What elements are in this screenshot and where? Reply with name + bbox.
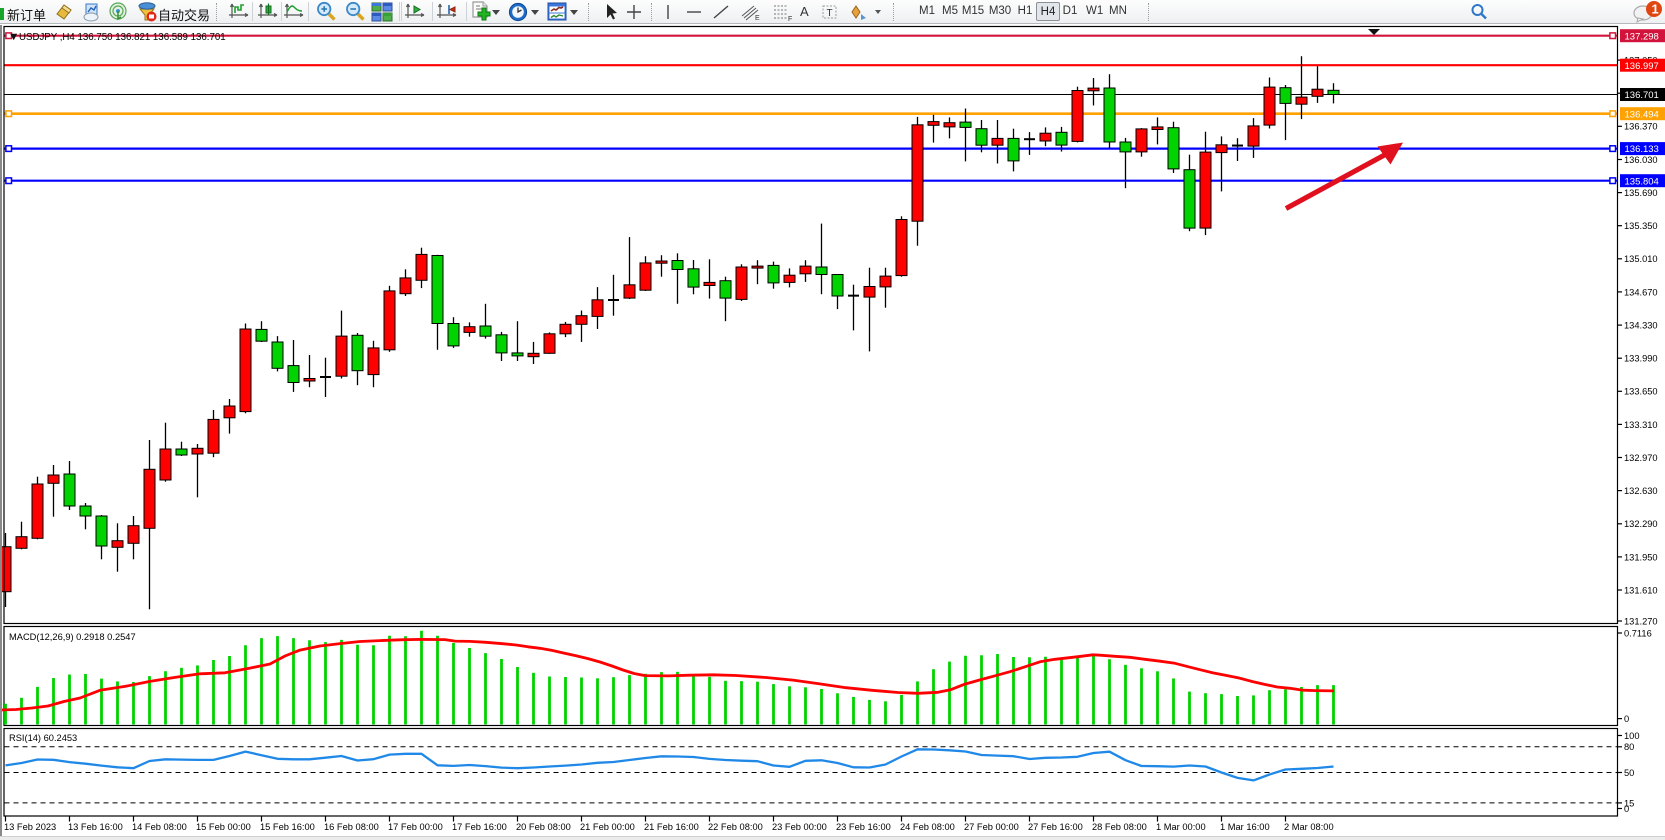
- svg-text:E: E: [755, 15, 760, 22]
- svg-text:13 Feb 16:00: 13 Feb 16:00: [68, 822, 123, 832]
- svg-text:23 Feb 16:00: 23 Feb 16:00: [836, 822, 891, 832]
- svg-text:0: 0: [1624, 714, 1629, 724]
- svg-text:RSI(14) 60.2453: RSI(14) 60.2453: [9, 733, 77, 743]
- svg-text:136.997: 136.997: [1625, 61, 1659, 72]
- svg-text:21 Feb 16:00: 21 Feb 16:00: [644, 822, 699, 832]
- svg-text:80: 80: [1624, 742, 1634, 752]
- svg-text:14 Feb 08:00: 14 Feb 08:00: [132, 822, 187, 832]
- svg-text:T: T: [827, 8, 833, 19]
- svg-text:23 Feb 00:00: 23 Feb 00:00: [772, 822, 827, 832]
- svg-text:0.7116: 0.7116: [1624, 628, 1652, 638]
- svg-text:13 Feb 2023: 13 Feb 2023: [4, 822, 56, 832]
- svg-text:15 Feb 00:00: 15 Feb 00:00: [196, 822, 251, 832]
- svg-text:17 Feb 16:00: 17 Feb 16:00: [452, 822, 507, 832]
- svg-text:134.330: 134.330: [1624, 321, 1658, 331]
- svg-text:24 Feb 08:00: 24 Feb 08:00: [900, 822, 955, 832]
- svg-text:136.701: 136.701: [1625, 90, 1659, 101]
- svg-text:100: 100: [1624, 731, 1640, 741]
- svg-text:50: 50: [1624, 768, 1634, 778]
- svg-text:132.290: 132.290: [1624, 519, 1658, 529]
- svg-text:136.494: 136.494: [1625, 109, 1659, 120]
- svg-text:MACD(12,26,9) 0.2918 0.2547: MACD(12,26,9) 0.2918 0.2547: [9, 632, 136, 642]
- svg-text:USDJPY ,H4 136.750 136.821 13: USDJPY ,H4 136.750 136.821 136.589 136.7…: [19, 32, 226, 43]
- svg-text:133.310: 133.310: [1624, 420, 1658, 430]
- svg-text:20 Feb 08:00: 20 Feb 08:00: [516, 822, 571, 832]
- svg-text:27 Feb 00:00: 27 Feb 00:00: [964, 822, 1019, 832]
- svg-text:135.804: 135.804: [1625, 176, 1659, 187]
- svg-text:1: 1: [1652, 2, 1659, 17]
- svg-text:133.990: 133.990: [1624, 354, 1658, 364]
- svg-text:16 Feb 08:00: 16 Feb 08:00: [324, 822, 379, 832]
- svg-text:134.670: 134.670: [1624, 287, 1658, 297]
- svg-text:135.010: 135.010: [1624, 254, 1658, 264]
- svg-text:133.650: 133.650: [1624, 387, 1658, 397]
- svg-text:132.630: 132.630: [1624, 486, 1658, 496]
- svg-text:15 Feb 16:00: 15 Feb 16:00: [260, 822, 315, 832]
- svg-text:1 Mar 00:00: 1 Mar 00:00: [1156, 822, 1206, 832]
- svg-text:21 Feb 00:00: 21 Feb 00:00: [580, 822, 635, 832]
- svg-text:136.030: 136.030: [1624, 155, 1658, 165]
- svg-text:131.610: 131.610: [1624, 585, 1658, 595]
- svg-text:17 Feb 00:00: 17 Feb 00:00: [388, 822, 443, 832]
- svg-text:132.970: 132.970: [1624, 453, 1658, 463]
- svg-text:136.133: 136.133: [1625, 144, 1659, 155]
- svg-text:2 Mar 08:00: 2 Mar 08:00: [1284, 822, 1334, 832]
- svg-text:0: 0: [1624, 804, 1629, 814]
- svg-text:136.370: 136.370: [1624, 122, 1658, 132]
- svg-text:1 Mar 16:00: 1 Mar 16:00: [1220, 822, 1270, 832]
- svg-text:22 Feb 08:00: 22 Feb 08:00: [708, 822, 763, 832]
- svg-text:28 Feb 08:00: 28 Feb 08:00: [1092, 822, 1147, 832]
- svg-text:131.270: 131.270: [1624, 616, 1658, 626]
- svg-text:27 Feb 16:00: 27 Feb 16:00: [1028, 822, 1083, 832]
- svg-text:15: 15: [1624, 798, 1634, 808]
- svg-text:F: F: [788, 16, 792, 22]
- svg-text:135.690: 135.690: [1624, 188, 1658, 198]
- svg-text:135.350: 135.350: [1624, 221, 1658, 231]
- svg-text:137.298: 137.298: [1625, 31, 1659, 42]
- svg-text:131.950: 131.950: [1624, 552, 1658, 562]
